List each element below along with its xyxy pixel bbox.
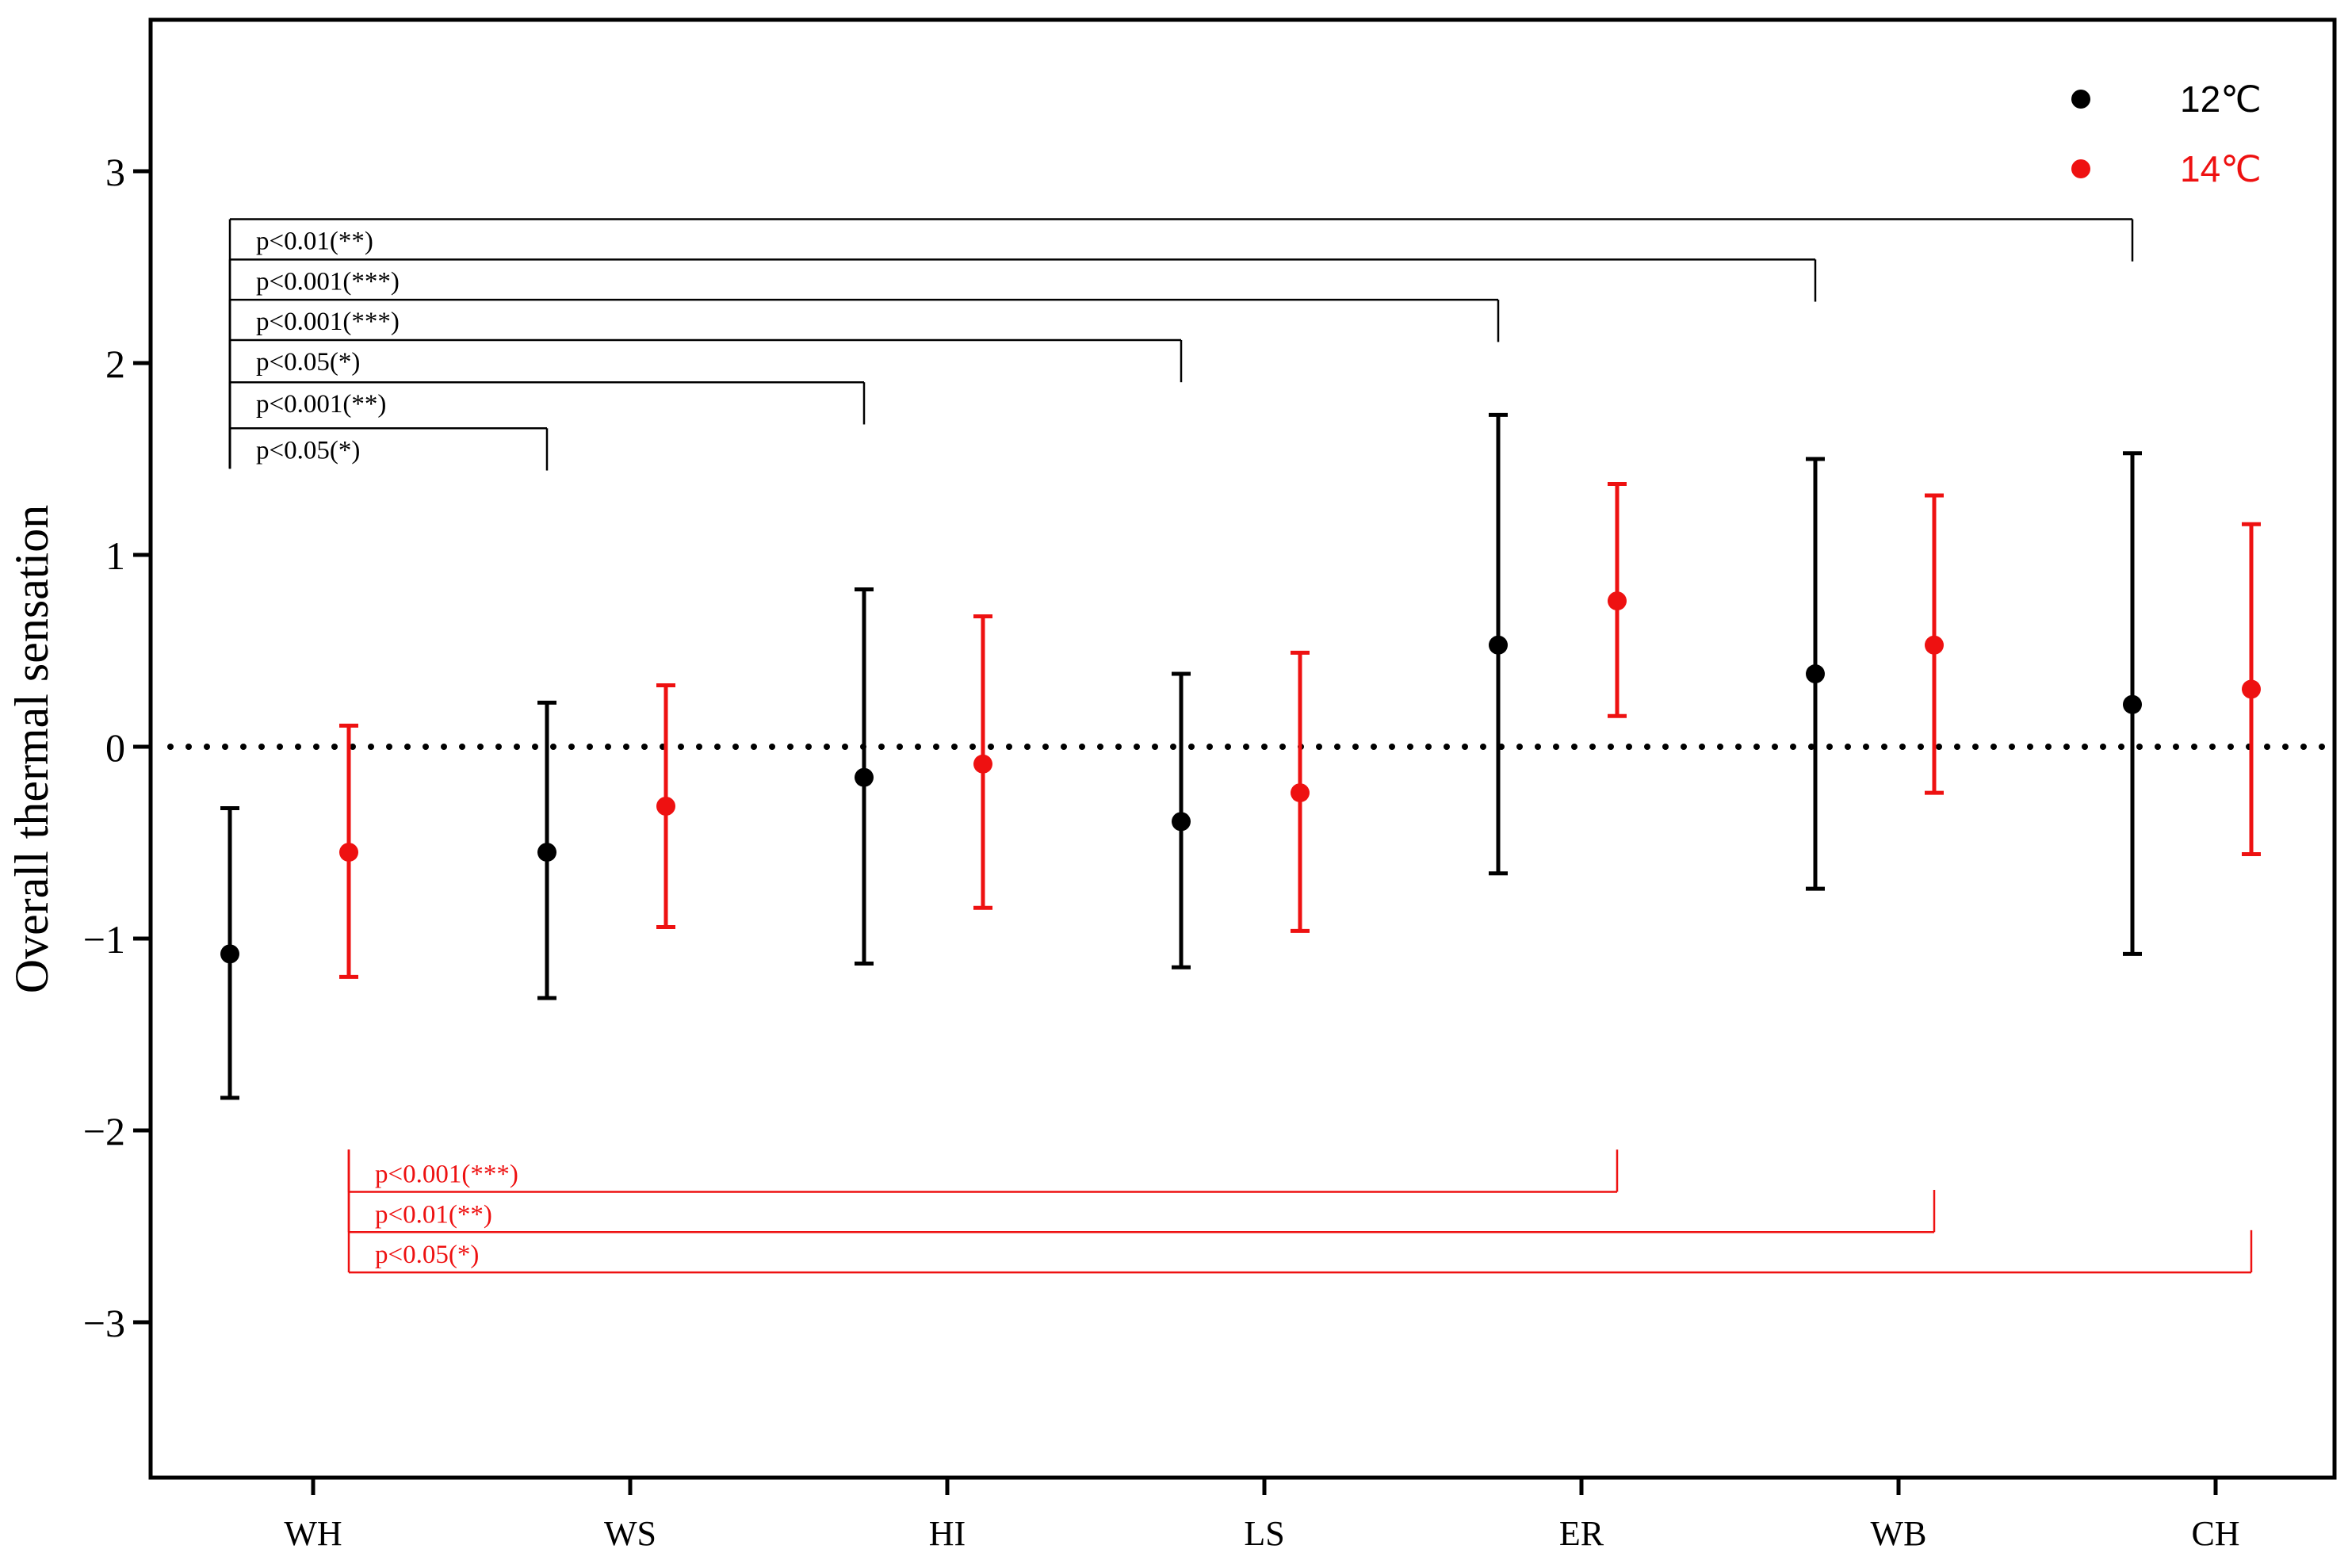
- x-tick-label: WS: [604, 1514, 656, 1553]
- data-point: [1172, 812, 1191, 832]
- data-point-group: [1806, 457, 1825, 891]
- data-point-group: [656, 683, 675, 929]
- legend-label: 12℃: [2180, 78, 2262, 120]
- data-point: [656, 797, 675, 817]
- data-point-group: [1608, 481, 1627, 718]
- significance-label: p<0.01(**): [256, 228, 373, 256]
- legend-label: 14℃: [2180, 148, 2262, 189]
- y-tick-label: −2: [83, 1109, 125, 1153]
- data-point: [1925, 635, 1944, 655]
- significance-layer: p<0.01(**) p<0.001(***) p<0.001(***) p<0.05…: [228, 218, 2253, 1274]
- data-point-group: [1925, 493, 1944, 795]
- y-tick-label: 0: [105, 725, 125, 770]
- legend-marker: [2071, 159, 2090, 178]
- legend-item: 12℃: [2071, 78, 2262, 120]
- data-point: [1806, 664, 1825, 684]
- significance-label: p<0.05(*): [375, 1241, 479, 1269]
- data-point: [2123, 694, 2142, 714]
- y-tick-label: 3: [105, 150, 125, 194]
- data-point-group: [220, 805, 239, 1100]
- data-point-group: [537, 700, 556, 1000]
- data-point: [339, 843, 358, 862]
- x-tick-label: CH: [2191, 1514, 2239, 1553]
- significance-label: p<0.001(***): [375, 1160, 518, 1188]
- y-tick-label: −3: [83, 1301, 125, 1345]
- data-point: [1291, 783, 1310, 803]
- data-point: [855, 767, 874, 787]
- y-tick-label: −1: [83, 917, 125, 962]
- significance-label: p<0.001(***): [256, 308, 400, 336]
- data-point-group: [2242, 522, 2261, 857]
- data-point-group: [973, 614, 992, 910]
- x-tick-label: ER: [1559, 1514, 1604, 1553]
- data-point-group: [1489, 412, 1508, 876]
- y-tick-label: 2: [105, 342, 125, 386]
- data-point: [220, 944, 239, 964]
- x-tick-label: LS: [1244, 1514, 1284, 1553]
- data-point-group: [2123, 451, 2142, 956]
- legend-marker: [2071, 90, 2090, 109]
- data-point: [973, 754, 992, 774]
- data-point: [1489, 635, 1508, 655]
- data-point: [1608, 591, 1627, 611]
- series-1: [220, 412, 2142, 1100]
- significance-label: p<0.001(**): [256, 390, 386, 419]
- y-tick-label: 1: [105, 534, 125, 578]
- series-2: [339, 481, 2261, 979]
- data-point-group: [1172, 671, 1191, 969]
- data-point-group: [339, 723, 358, 979]
- data-point: [537, 843, 556, 862]
- significance-bracket: p<0.05(*): [347, 1149, 2253, 1274]
- significance-bracket: p<0.001(***): [347, 1149, 1619, 1193]
- y-axis-label: Overall thermal sensation: [6, 505, 58, 993]
- legend-item: 14℃: [2071, 148, 2262, 189]
- axis-layer: 3 2 1 0 −1 −2 −3 WH WS HI LS ER WB CH: [83, 150, 2240, 1553]
- significance-label: p<0.05(*): [256, 348, 360, 377]
- x-tick-label: WB: [1871, 1514, 1927, 1553]
- x-tick-label: HI: [929, 1514, 966, 1553]
- legend: 12℃ 14℃: [2071, 78, 2262, 189]
- significance-label: p<0.001(***): [256, 267, 400, 296]
- significance-bracket: p<0.05(*): [228, 427, 549, 471]
- data-point-group: [855, 587, 874, 966]
- data-point-group: [1291, 650, 1310, 933]
- data-layer: [220, 412, 2261, 1100]
- x-tick-label: WH: [284, 1514, 342, 1553]
- significance-label: p<0.01(**): [375, 1200, 492, 1229]
- data-point: [2242, 679, 2261, 699]
- significance-label: p<0.05(*): [256, 436, 360, 465]
- significance-bracket: p<0.001(***): [228, 298, 1500, 469]
